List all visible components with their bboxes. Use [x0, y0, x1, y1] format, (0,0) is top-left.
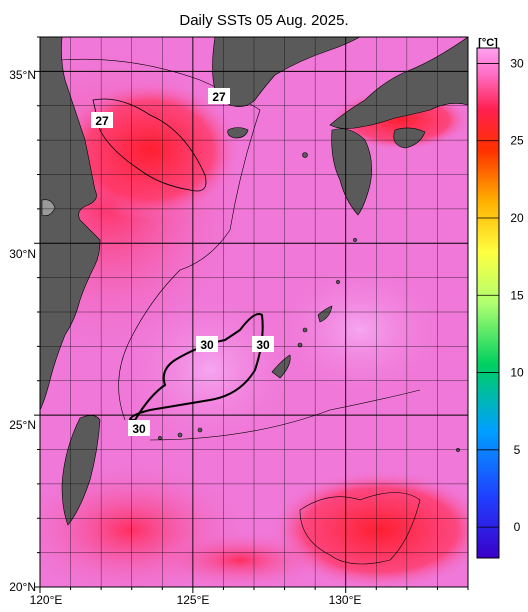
- svg-text:27: 27: [212, 90, 226, 104]
- svg-text:30: 30: [256, 338, 270, 352]
- contour-warm-patch: [299, 492, 421, 565]
- contour-30-line: [128, 313, 264, 421]
- contour-label-27b: 27: [208, 88, 230, 104]
- colorbar-tick-label: 20: [510, 211, 524, 225]
- contour-label-30c: 30: [128, 420, 150, 436]
- colorbar-tick-label: 0: [514, 520, 521, 534]
- svg-text:30: 30: [200, 338, 214, 352]
- colorbar-tick-label: 10: [510, 366, 524, 380]
- okinawa-island: [271, 354, 291, 379]
- lat-label-20: 20°N: [9, 580, 36, 594]
- contour-29-line: [149, 389, 421, 441]
- lon-label-130: 130°E: [329, 593, 362, 607]
- contour-28-line: [59, 58, 261, 421]
- contour-label-30b: 30: [252, 336, 274, 352]
- coastal-islet: [41, 199, 56, 216]
- colorbar-tick-label: 25: [510, 134, 524, 148]
- contour-label-27a: 27: [91, 112, 113, 128]
- lat-label-35: 35°N: [9, 68, 36, 82]
- contour-label-30a: 30: [196, 336, 218, 352]
- colorbar-tick-label: 5: [514, 443, 521, 457]
- colorbar-tick-label: 30: [510, 56, 524, 70]
- colorbar-ticks: 30 25 20 15 10 5 0: [477, 56, 524, 534]
- china-mainland: [40, 37, 101, 411]
- kyushu-island: [331, 128, 372, 216]
- taiwan-island: [61, 415, 101, 526]
- lat-label-30: 30°N: [9, 247, 36, 261]
- jeju-island: [227, 127, 249, 139]
- shikoku-island: [393, 127, 426, 149]
- colorbar: [476, 47, 500, 559]
- lon-label-125: 125°E: [177, 593, 210, 607]
- colorbar-tick-label: 15: [510, 288, 524, 302]
- svg-text:30: 30: [132, 422, 146, 436]
- svg-text:27: 27: [95, 114, 109, 128]
- amami-island: [317, 305, 333, 323]
- colorbar-unit: [°C]: [478, 37, 498, 49]
- map-title: Daily SSTs 05 Aug. 2025.: [179, 12, 349, 29]
- axis-ticks: [34, 36, 469, 593]
- lon-label-120: 120°E: [30, 593, 63, 607]
- lat-label-25: 25°N: [9, 418, 36, 432]
